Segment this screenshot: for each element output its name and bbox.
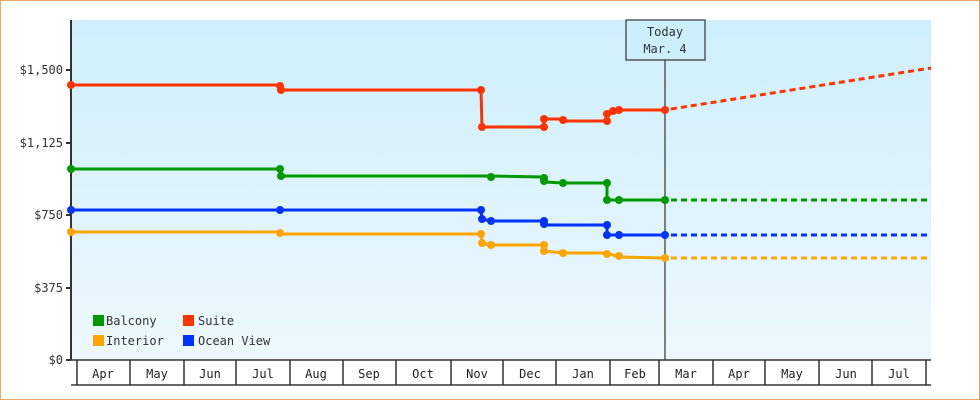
suite-swatch-icon (183, 315, 194, 326)
x-tick-label: Aug (305, 367, 327, 381)
x-tick-label: Jul (888, 367, 910, 381)
x-tick-label: Apr (728, 367, 750, 381)
y-ticks: $0 $375 $750 $1,125 $1,500 (20, 63, 71, 367)
y-tick-label: $375 (34, 281, 63, 295)
today-label: Today (647, 25, 683, 39)
x-tick-label: Nov (466, 367, 488, 381)
ocean-view-swatch-icon (183, 335, 194, 346)
y-tick-label: $750 (34, 208, 63, 222)
balcony-swatch-icon (93, 315, 104, 326)
x-tick-label: Sep (358, 367, 380, 381)
legend-label: Suite (198, 314, 234, 328)
x-tick-label: Oct (412, 367, 434, 381)
legend-item-interior[interactable]: Interior (93, 334, 164, 348)
x-tick-label: Jul (252, 367, 274, 381)
series-ocean-view (67, 206, 931, 239)
x-tick-label: May (146, 367, 168, 381)
legend: Balcony Suite Interior Ocean View (93, 314, 271, 348)
legend-label: Interior (106, 334, 164, 348)
legend-item-suite[interactable]: Suite (183, 314, 234, 328)
x-axis (71, 359, 931, 386)
x-tick-label: Jun (835, 367, 857, 381)
y-tick-label: $1,500 (20, 63, 63, 77)
legend-item-balcony[interactable]: Balcony (93, 314, 157, 328)
x-tick-label: Jun (199, 367, 221, 381)
interior-swatch-icon (93, 335, 104, 346)
x-tick-label: Apr (92, 367, 114, 381)
x-tick-label: Mar (675, 367, 697, 381)
series-suite (67, 66, 932, 131)
legend-label: Balcony (106, 314, 157, 328)
legend-item-ocean-view[interactable]: Ocean View (183, 334, 271, 348)
y-tick-label: $1,125 (20, 136, 63, 150)
x-tick-label: Dec (519, 367, 541, 381)
legend-label: Ocean View (198, 334, 271, 348)
today-date: Mar. 4 (643, 42, 686, 56)
x-tick-labels: Apr May Jun Jul Aug Sep Oct Nov Dec Jan … (92, 367, 910, 381)
x-tick-label: May (781, 367, 803, 381)
plot-area (71, 20, 931, 360)
today-marker-box (625, 19, 706, 61)
series-balcony (67, 165, 931, 204)
series-interior (67, 228, 931, 262)
y-tick-label: $0 (49, 353, 63, 367)
x-tick-label: Feb (624, 367, 646, 381)
x-tick-label: Jan (572, 367, 594, 381)
